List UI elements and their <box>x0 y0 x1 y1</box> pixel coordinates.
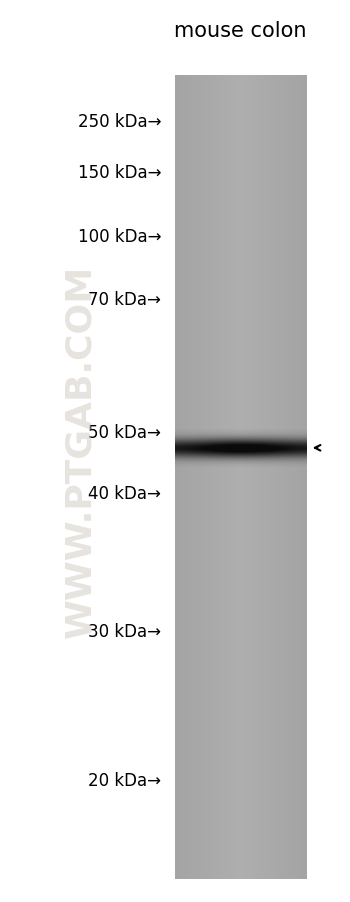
Text: 40 kDa→: 40 kDa→ <box>88 484 161 502</box>
Text: 70 kDa→: 70 kDa→ <box>88 290 161 308</box>
Text: mouse colon: mouse colon <box>174 21 307 41</box>
Text: 30 kDa→: 30 kDa→ <box>88 622 161 640</box>
Text: 150 kDa→: 150 kDa→ <box>77 164 161 182</box>
Text: WWW.PTGAB.COM: WWW.PTGAB.COM <box>63 264 98 638</box>
Text: 100 kDa→: 100 kDa→ <box>77 227 161 245</box>
Text: 20 kDa→: 20 kDa→ <box>88 771 161 789</box>
Text: 250 kDa→: 250 kDa→ <box>77 113 161 131</box>
Text: 50 kDa→: 50 kDa→ <box>88 424 161 442</box>
